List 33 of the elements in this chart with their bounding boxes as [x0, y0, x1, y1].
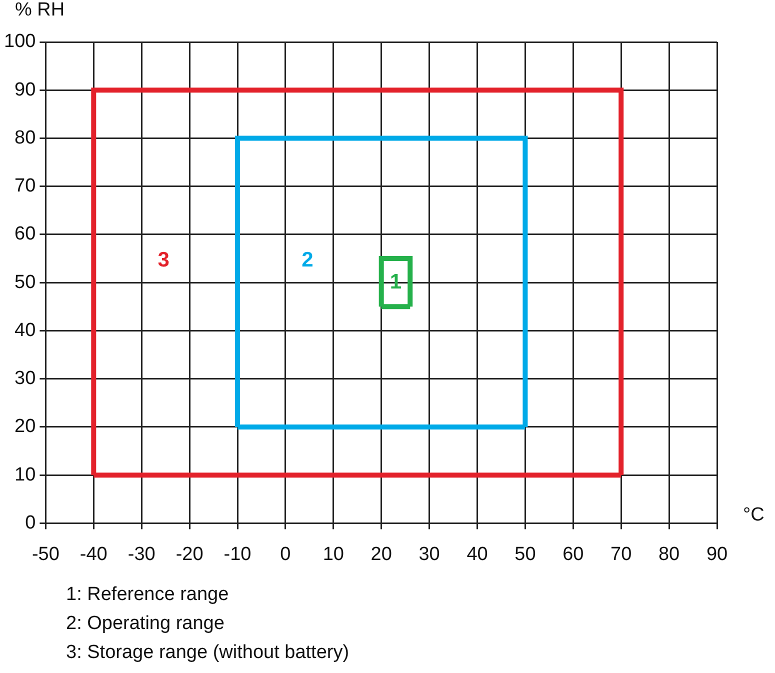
y-tick-label: 20	[14, 416, 36, 438]
y-tick-label: 90	[14, 79, 36, 100]
x-tick-label: -20	[176, 544, 204, 565]
x-tick-label: 30	[418, 544, 440, 565]
x-tick-label: 90	[706, 544, 728, 565]
x-tick-label: -40	[80, 544, 108, 565]
x-tick-label: 20	[370, 544, 392, 565]
y-tick-label: 0	[25, 512, 36, 534]
y-tick-label: 30	[14, 368, 36, 390]
x-axis-title: °C	[743, 504, 764, 526]
x-tick-label: 0	[280, 544, 291, 565]
y-tick-label: 60	[14, 224, 36, 245]
y-tick-label: 50	[14, 272, 36, 293]
y-tick-label: 100	[4, 31, 36, 52]
text: 3	[158, 248, 170, 272]
text: 2: Operating range	[66, 612, 226, 636]
x-tick-label: 10	[322, 544, 344, 565]
text: 3: Storage range (without battery)	[66, 641, 350, 665]
x-tick-label: 80	[658, 544, 680, 565]
text: 2	[302, 248, 314, 272]
y-axis-title: % RH	[15, 0, 65, 21]
y-tick-label: 40	[14, 320, 36, 341]
y-tick-label: 70	[14, 176, 36, 197]
x-tick-label: 60	[562, 544, 584, 565]
x-tick-label: -30	[128, 544, 156, 565]
text: 1: Reference range	[66, 583, 230, 607]
x-tick-label: -50	[32, 544, 60, 565]
y-tick-label: 10	[14, 464, 36, 486]
x-tick-label: 40	[466, 544, 488, 565]
x-tick-label: 50	[514, 544, 536, 565]
y-tick-label: 80	[14, 127, 36, 148]
x-tick-label: 70	[610, 544, 632, 565]
x-tick-label: -10	[224, 544, 252, 565]
